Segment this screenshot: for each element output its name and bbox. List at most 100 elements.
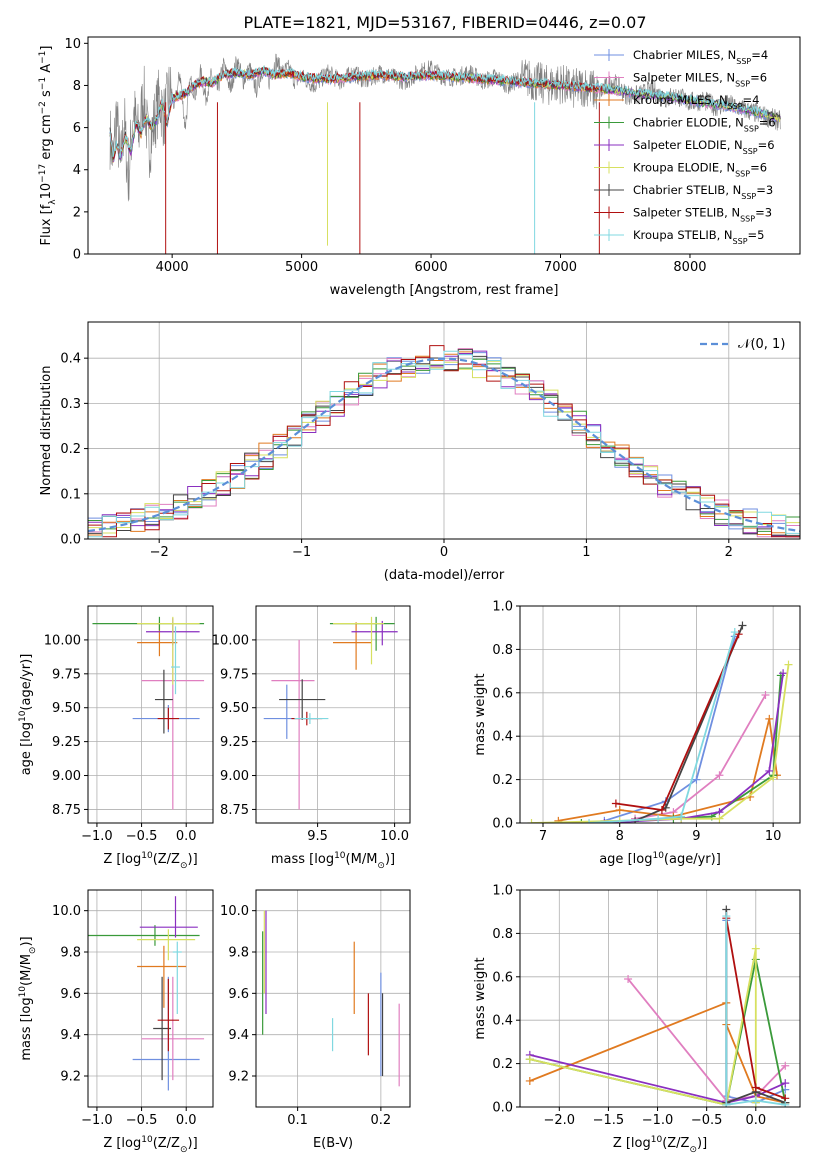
tick-label-y: 6 — [73, 121, 81, 136]
legend-label-5: Kroupa ELODIE, NSSP=6 — [633, 161, 767, 179]
tick-label-y: 8.75 — [220, 803, 249, 818]
x-axis-label: Z [log10(Z/Z⊙)] — [613, 1135, 707, 1155]
tick-label-x: −1.0 — [81, 829, 113, 844]
x-axis-label: wavelength [Angstrom, rest frame] — [330, 283, 559, 298]
weight-marker-5 — [527, 819, 536, 823]
weight-line-4 — [604, 673, 784, 823]
weight-marker-8 — [654, 814, 663, 823]
tick-label-y: 0.4 — [60, 352, 81, 367]
tick-label-y: 0.0 — [60, 533, 81, 548]
tick-label-y: 2 — [73, 205, 81, 220]
tick-label-x: −1.0 — [81, 1113, 113, 1128]
weight-marker-5 — [769, 773, 778, 782]
axes-frame — [87, 889, 214, 1108]
y-axis-label: age [log10(age/yr)] — [18, 654, 34, 776]
weight-marker-1 — [624, 974, 633, 983]
tick-label-x: 10 — [765, 829, 782, 844]
tick-label-y: 9.2 — [228, 1070, 249, 1085]
weight-line-1 — [627, 978, 786, 1102]
panel-mass-vs-Z: −1.0 −0.5 0.0 9.2 9.4 9.6 9.8 10.0 Z [log10(Z/Z⊙… — [18, 889, 214, 1155]
plot-area — [92, 616, 205, 810]
plot-area — [109, 53, 781, 254]
weight-line-2 — [558, 718, 778, 822]
tick-label-y: 9.25 — [220, 735, 249, 750]
tick-label-y: 9.8 — [60, 946, 81, 961]
tick-label-y: 9.75 — [220, 667, 249, 682]
figure-title: PLATE=1821, MJD=53167, FIBERID=0446, z=0… — [243, 13, 646, 32]
tick-label-x: 0.0 — [176, 1113, 197, 1128]
weight-marker-1 — [715, 771, 724, 780]
tick-label-y: 0 — [73, 248, 81, 263]
axes-frame — [87, 36, 801, 255]
weight-marker-2 — [615, 805, 624, 814]
tick-label-x: 8 — [616, 829, 624, 844]
x-axis-label: E(B-V) — [313, 1136, 353, 1151]
tick-label-y: 10.0 — [220, 904, 249, 919]
legend-label: 𝒩(0, 1) — [738, 337, 785, 352]
tick-label-x: 10.0 — [380, 829, 409, 844]
tick-label-y: 0.8 — [492, 643, 513, 658]
weight-line-5 — [529, 948, 757, 1106]
tick-label-x: −0.5 — [126, 829, 158, 844]
tick-label-y: 0.2 — [492, 773, 513, 788]
tick-label-x: 9 — [692, 829, 700, 844]
legend-label-7: Salpeter STELIB, NSSP=3 — [633, 206, 772, 224]
tick-label-y: 10.00 — [212, 633, 249, 648]
weight-marker-8 — [677, 812, 686, 821]
weight-marker-5 — [715, 814, 724, 823]
tick-label-x: 6000 — [415, 260, 448, 275]
tick-label-x: 7000 — [544, 260, 577, 275]
axes-frame — [87, 321, 801, 540]
weight-marker-8 — [722, 1100, 731, 1107]
tick-label-y: 0.4 — [492, 730, 513, 745]
tick-label-y: 0.2 — [492, 1057, 513, 1072]
y-axis-label: mass [log10(M/M⊙)] — [18, 936, 38, 1060]
weight-marker-8 — [751, 1096, 760, 1105]
panel-mass-vs-EBV: 0.1 0.2 9.2 9.4 9.6 9.8 10.0 E(B-V) — [220, 889, 411, 1151]
axes-frame — [255, 605, 411, 824]
weight-marker-5 — [751, 944, 760, 953]
weight-marker-5 — [525, 1055, 534, 1064]
tick-label-x: 9.5 — [307, 829, 328, 844]
tick-label-y: 10 — [64, 37, 81, 52]
tick-label-y: 0.0 — [492, 1101, 513, 1116]
tick-label-x: −2 — [150, 545, 169, 560]
tick-label-y: 9.25 — [52, 735, 81, 750]
plot-area — [88, 345, 800, 539]
tick-label-x: 7 — [539, 829, 547, 844]
axes-frame — [255, 889, 411, 1108]
tick-label-y: 8 — [73, 79, 81, 94]
weight-marker-4 — [765, 766, 774, 775]
weight-line-7 — [615, 633, 740, 811]
plot-area — [263, 616, 398, 810]
tick-label-y: 9.2 — [60, 1070, 81, 1085]
x-axis-label: mass [log10(M/M⊙)] — [271, 851, 395, 871]
x-axis-label: age [log10(age/yr)] — [599, 851, 721, 867]
plot-area — [527, 621, 793, 823]
weight-marker-8 — [730, 628, 739, 637]
weight-marker-3 — [577, 819, 586, 823]
panel-residuals: −2 −1 0 1 2 0.0 0.1 0.2 0.3 0.4 (data-model)/error… — [39, 321, 801, 583]
tick-label-x: 1 — [582, 545, 590, 560]
weight-marker-0 — [692, 775, 701, 784]
tick-label-y: 9.8 — [228, 946, 249, 961]
weight-line-3 — [581, 675, 782, 823]
weight-marker-2 — [525, 1076, 534, 1085]
weight-marker-8 — [585, 819, 594, 823]
tick-label-x: −0.5 — [126, 1113, 158, 1128]
tick-label-x: −1.5 — [593, 1113, 625, 1128]
legend-label-1: Salpeter MILES, NSSP=6 — [633, 71, 767, 89]
y-axis-label: Flux [fλ10−17 erg cm−2 s−1 A−1] — [38, 46, 58, 246]
tick-label-x: 5000 — [285, 260, 318, 275]
tick-label-x: −2.0 — [544, 1113, 576, 1128]
weight-line-8 — [725, 916, 786, 1106]
weight-marker-6 — [738, 621, 747, 630]
tick-label-y: 9.00 — [220, 769, 249, 784]
panel-mass-weight-vs-age: 7 8 9 10 0.0 0.2 0.4 0.6 0.8 1.0 age [log10(age/yr… — [473, 600, 801, 867]
weight-marker-1 — [761, 690, 770, 699]
tick-label-x: −1 — [292, 545, 311, 560]
tick-label-x: 0.0 — [176, 829, 197, 844]
tick-label-y: 0.2 — [60, 442, 81, 457]
y-axis-label: mass weight — [473, 673, 488, 755]
x-axis-label: (data-model)/error — [384, 568, 505, 583]
